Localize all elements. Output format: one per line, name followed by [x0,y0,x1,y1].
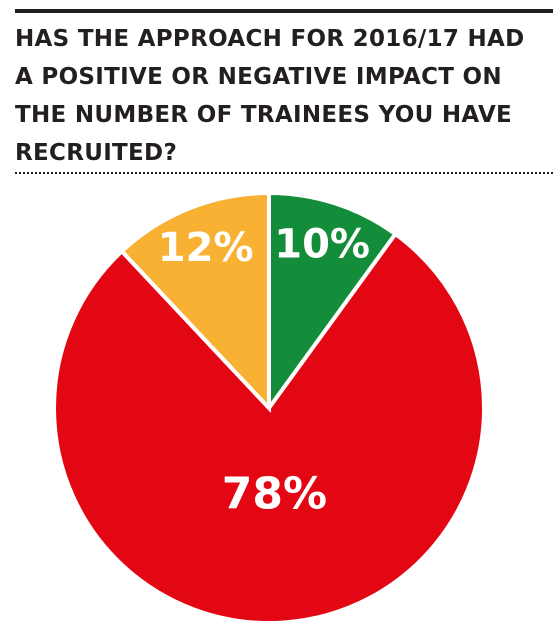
pie-labels: 10% 78% 12% [158,221,370,519]
slice-label-10-pct: 10% [274,221,370,267]
pie-slices [52,190,486,625]
pie-slice-12-pct [118,190,271,414]
chart-title: HAS THE APPROACH FOR 2016/17 HAD A POSIT… [15,26,525,166]
dotted-divider [15,172,553,174]
top-rule [15,9,553,13]
slice-label-12-pct: 12% [158,225,254,271]
pie-slice-10-pct [267,190,399,415]
slice-label-78-pct: 78% [222,468,327,519]
pie-slice-78-pct [52,231,486,625]
